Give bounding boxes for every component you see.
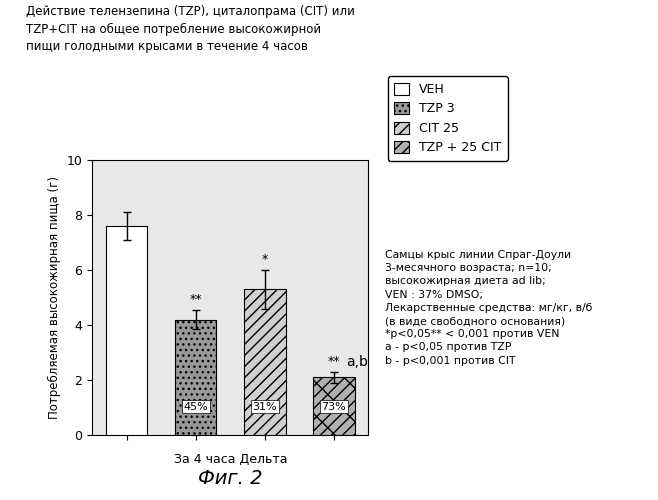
Text: 31%: 31% — [253, 402, 277, 411]
Text: **: ** — [190, 292, 202, 306]
Text: *: * — [262, 253, 268, 266]
Text: Фиг. 2: Фиг. 2 — [198, 468, 263, 487]
Legend: VEH, TZP 3, CIT 25, TZP + 25 CIT: VEH, TZP 3, CIT 25, TZP + 25 CIT — [388, 76, 508, 160]
Bar — [244, 289, 286, 435]
Text: TZP+CIT на общее потребление высокожирной: TZP+CIT на общее потребление высокожирно… — [26, 22, 322, 36]
Text: Действие телензепина (TZP), циталопрама (CIT) или: Действие телензепина (TZP), циталопрама … — [26, 5, 355, 18]
Bar — [106, 226, 147, 435]
Bar — [175, 320, 216, 435]
X-axis label: За 4 часа Дельта: За 4 часа Дельта — [174, 453, 287, 466]
Text: пищи голодными крысами в течение 4 часов: пищи голодными крысами в течение 4 часов — [26, 40, 308, 53]
Text: a,b: a,b — [346, 355, 368, 369]
Text: 73%: 73% — [322, 402, 346, 411]
Bar — [313, 377, 355, 435]
Text: **: ** — [328, 354, 340, 368]
Text: 45%: 45% — [184, 402, 208, 411]
Text: Самцы крыс линии Спраг-Доули
3-месячного возраста; n=10;
высокожирная диета ad l: Самцы крыс линии Спраг-Доули 3-месячного… — [385, 250, 592, 366]
Y-axis label: Потребляемая высокожирная пища (г): Потребляемая высокожирная пища (г) — [48, 176, 61, 419]
